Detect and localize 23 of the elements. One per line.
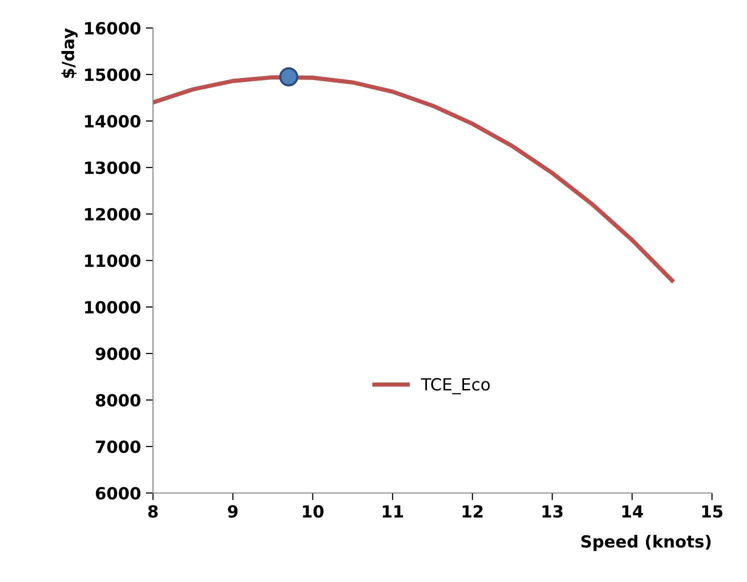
x-tick-label: 12 [462,505,483,518]
y-tick-label: 15000 [85,68,140,82]
legend-label: TCE_Eco [420,378,490,394]
x-tick-label: 11 [382,505,404,518]
x-tick-label: 14 [622,505,643,518]
x-axis-title: Speed (knots) [581,534,711,551]
x-tick-label: 10 [303,505,324,518]
line-series [153,75,674,283]
x-tick-label: 9 [228,505,238,518]
x-tick-label: 8 [148,505,158,518]
y-tick-label: 7000 [96,440,140,454]
x-tick-label: 15 [702,505,722,518]
y-tick-label: 8000 [96,394,140,407]
x-tick-label: 13 [542,505,563,518]
y-tick-label: 10000 [85,300,140,314]
y-axis-title: $/day [61,28,78,78]
y-tick-label: 12000 [85,208,140,221]
y-tick-label: 16000 [85,22,140,35]
y-tick-label: 9000 [96,347,140,360]
y-tick-label: 6000 [96,486,140,500]
y-tick-label: 11000 [85,254,140,268]
y-tick-label: 13000 [85,161,140,174]
y-tick-label: 14000 [85,114,140,128]
